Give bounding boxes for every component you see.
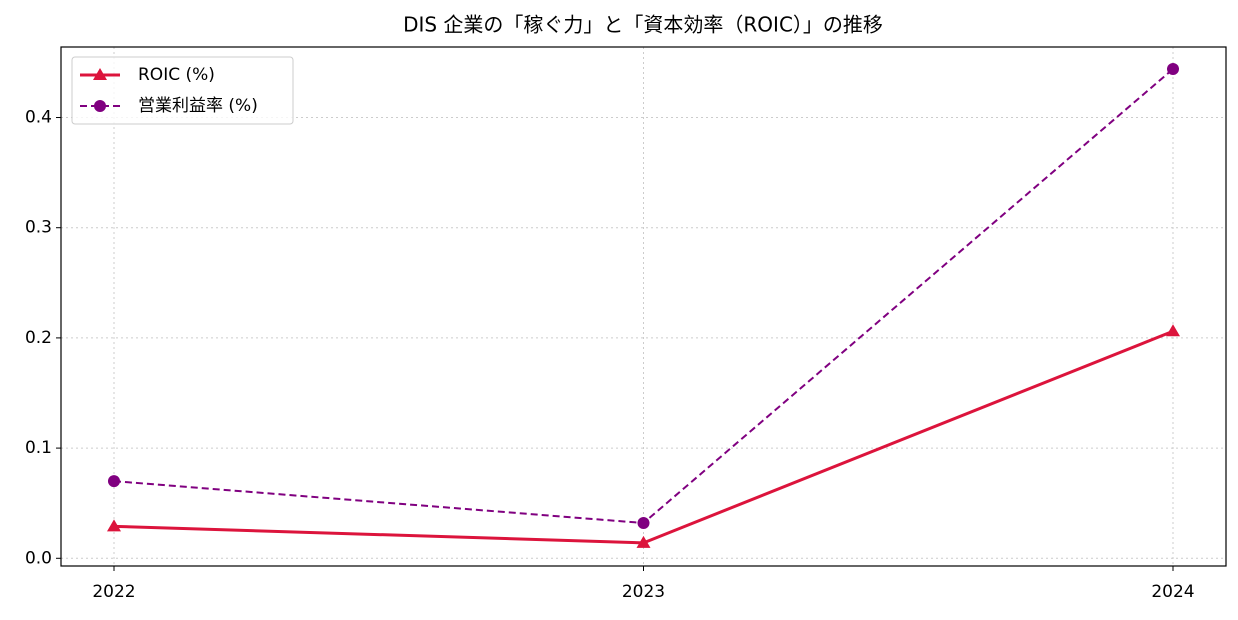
y-tick-label: 0.1	[25, 438, 52, 458]
x-tick-label: 2024	[1151, 582, 1194, 602]
x-tick-label: 2023	[622, 582, 665, 602]
x-tick-label: 2022	[92, 582, 135, 602]
marker	[1166, 324, 1180, 337]
y-tick-label: 0.3	[25, 218, 52, 238]
marker	[1167, 63, 1179, 76]
marker	[636, 535, 651, 548]
plot-frame	[60, 46, 1227, 567]
y-tick-label: 0.4	[25, 108, 52, 128]
y-tick-label: 0.2	[25, 328, 52, 348]
y-tick-label: 0.0	[25, 548, 52, 568]
legend-marker	[93, 68, 107, 80]
legend-label: ROIC (%)	[138, 65, 215, 85]
marker	[637, 517, 650, 530]
legend-marker	[94, 100, 106, 112]
chart-title: DIS 企業の「稼ぐ力」と「資本効率（ROIC）」の推移	[403, 13, 883, 37]
legend-label: 営業利益率 (%)	[138, 96, 258, 116]
marker	[108, 475, 120, 488]
legend-box	[71, 56, 294, 125]
marker	[107, 519, 121, 532]
